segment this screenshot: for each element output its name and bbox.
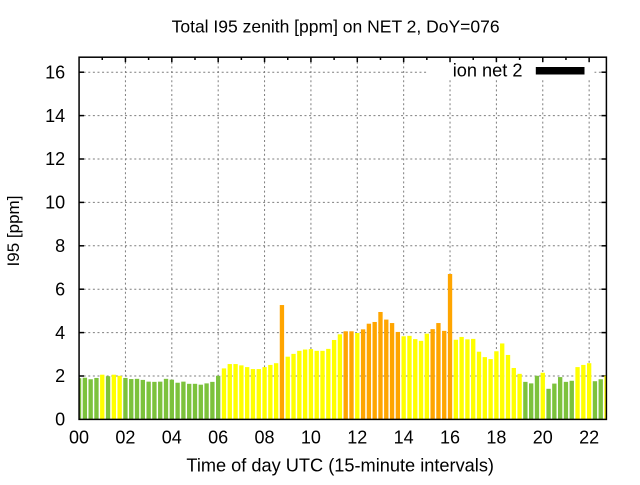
svg-text:04: 04 (162, 428, 182, 448)
svg-text:14: 14 (394, 428, 414, 448)
svg-text:16: 16 (440, 428, 460, 448)
svg-text:14: 14 (45, 106, 65, 126)
svg-text:16: 16 (45, 62, 65, 82)
svg-text:00: 00 (69, 428, 89, 448)
svg-text:22: 22 (579, 428, 599, 448)
svg-text:10: 10 (45, 193, 65, 213)
svg-text:4: 4 (55, 323, 65, 343)
svg-text:20: 20 (533, 428, 553, 448)
svg-text:2: 2 (55, 366, 65, 386)
svg-text:06: 06 (208, 428, 228, 448)
svg-text:Time of day UTC (15-minute int: Time of day UTC (15-minute intervals) (186, 455, 494, 475)
svg-text:Total I95 zenith [ppm] on NET: Total I95 zenith [ppm] on NET 2, DoY=076 (172, 17, 500, 37)
svg-text:02: 02 (115, 428, 135, 448)
svg-text:8: 8 (55, 236, 65, 256)
svg-text:12: 12 (45, 149, 65, 169)
svg-text:18: 18 (486, 428, 506, 448)
svg-text:08: 08 (255, 428, 275, 448)
svg-text:I95 [ppm]: I95 [ppm] (4, 196, 23, 267)
svg-text:10: 10 (301, 428, 321, 448)
svg-text:0: 0 (55, 410, 65, 430)
svg-text:6: 6 (55, 279, 65, 299)
svg-text:ion net 2: ion net 2 (453, 60, 523, 80)
svg-text:12: 12 (347, 428, 367, 448)
